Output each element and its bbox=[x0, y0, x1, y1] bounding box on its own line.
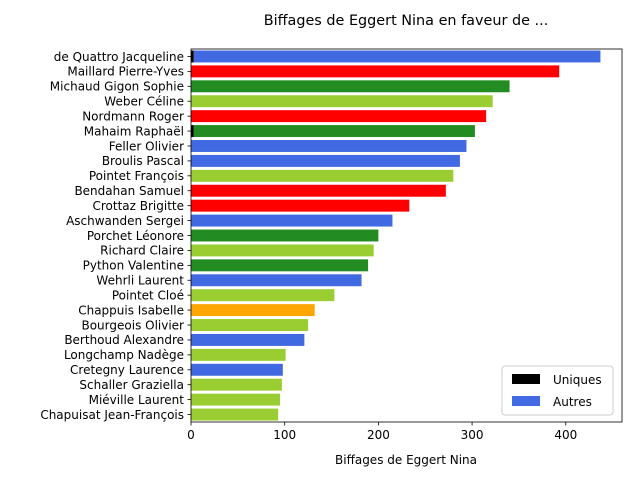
bar-autres bbox=[193, 125, 475, 138]
y-tick-label: Nordmann Roger bbox=[82, 109, 184, 123]
bars-layer bbox=[191, 50, 601, 421]
bar-autres bbox=[191, 95, 493, 108]
y-tick-label: Maillard Pierre-Yves bbox=[67, 65, 184, 79]
legend-swatch-autres bbox=[512, 396, 540, 406]
y-tick-label: Python Valentine bbox=[83, 259, 184, 273]
bar-autres bbox=[191, 244, 374, 257]
y-tick-label: Mahaim Raphaël bbox=[84, 124, 184, 138]
bar-autres bbox=[191, 274, 362, 287]
bar-uniques bbox=[191, 125, 194, 138]
bar-autres bbox=[191, 65, 560, 78]
bar-autres bbox=[191, 80, 510, 93]
x-axis-label: Biffages de Eggert Nina bbox=[335, 453, 477, 467]
y-tick-label: Wehrli Laurent bbox=[96, 274, 184, 288]
y-tick-label: Bourgeois Olivier bbox=[81, 318, 184, 332]
bar-autres bbox=[191, 304, 315, 317]
chart-title: Biffages de Eggert Nina en faveur de ... bbox=[264, 13, 549, 29]
y-tick-label: Aschwanden Sergei bbox=[66, 214, 184, 228]
bar-autres bbox=[191, 140, 467, 152]
y-tick-label: Cretegny Laurence bbox=[70, 363, 184, 377]
bar-autres bbox=[191, 289, 335, 302]
bar-autres bbox=[191, 393, 281, 406]
x-tick-label: 0 bbox=[187, 428, 195, 442]
y-tick-label: Michaud Gigon Sophie bbox=[50, 80, 184, 94]
y-tick-label: Bendahan Samuel bbox=[74, 184, 184, 198]
x-tick-label: 200 bbox=[367, 428, 390, 442]
y-tick-label: Chapuisat Jean-François bbox=[40, 408, 184, 422]
legend: Uniques Autres bbox=[501, 365, 614, 416]
bar-autres bbox=[191, 319, 309, 331]
y-tick-label: de Quattro Jacqueline bbox=[54, 50, 184, 64]
bar-autres bbox=[191, 363, 283, 376]
y-tick-label: Feller Olivier bbox=[109, 139, 184, 153]
x-tick-label: 400 bbox=[554, 428, 577, 442]
bar-autres bbox=[191, 229, 379, 242]
bar-autres bbox=[191, 169, 454, 182]
bar-autres bbox=[191, 378, 282, 391]
bar-autres bbox=[191, 259, 369, 272]
y-tick-label: Weber Céline bbox=[104, 95, 184, 109]
bar-autres bbox=[191, 214, 393, 227]
y-tick-label: Crottaz Brigitte bbox=[92, 199, 184, 213]
y-tick-label: Longchamp Nadège bbox=[64, 348, 184, 362]
bar-autres bbox=[193, 50, 601, 63]
bar-uniques bbox=[191, 50, 194, 63]
bar-autres bbox=[191, 333, 305, 346]
legend-swatch-uniques bbox=[512, 374, 540, 384]
plot-frame bbox=[190, 48, 623, 423]
y-tick-label: Porchet Léonore bbox=[87, 229, 184, 243]
y-tick-label: Richard Claire bbox=[100, 244, 184, 258]
y-tick-label: Schaller Graziella bbox=[79, 378, 184, 392]
x-tick-label: 300 bbox=[461, 428, 484, 442]
bar-autres bbox=[191, 348, 286, 361]
bar-autres bbox=[191, 408, 279, 421]
y-tick-label: Broulis Pascal bbox=[102, 154, 184, 168]
bar-autres bbox=[191, 199, 410, 212]
y-tick-label: Miéville Laurent bbox=[89, 393, 185, 407]
legend-label-uniques: Uniques bbox=[553, 373, 602, 387]
y-tick-label: Pointet François bbox=[89, 169, 184, 183]
x-tick-label: 100 bbox=[273, 428, 296, 442]
y-tick-label: Berthoud Alexandre bbox=[64, 333, 184, 347]
legend-label-autres: Autres bbox=[553, 395, 592, 409]
bar-autres bbox=[191, 154, 460, 167]
y-tick-label: Chappuis Isabelle bbox=[78, 303, 184, 317]
y-tick-label: Pointet Cloé bbox=[112, 288, 184, 302]
bar-autres bbox=[191, 184, 446, 197]
bar-autres bbox=[191, 110, 487, 123]
